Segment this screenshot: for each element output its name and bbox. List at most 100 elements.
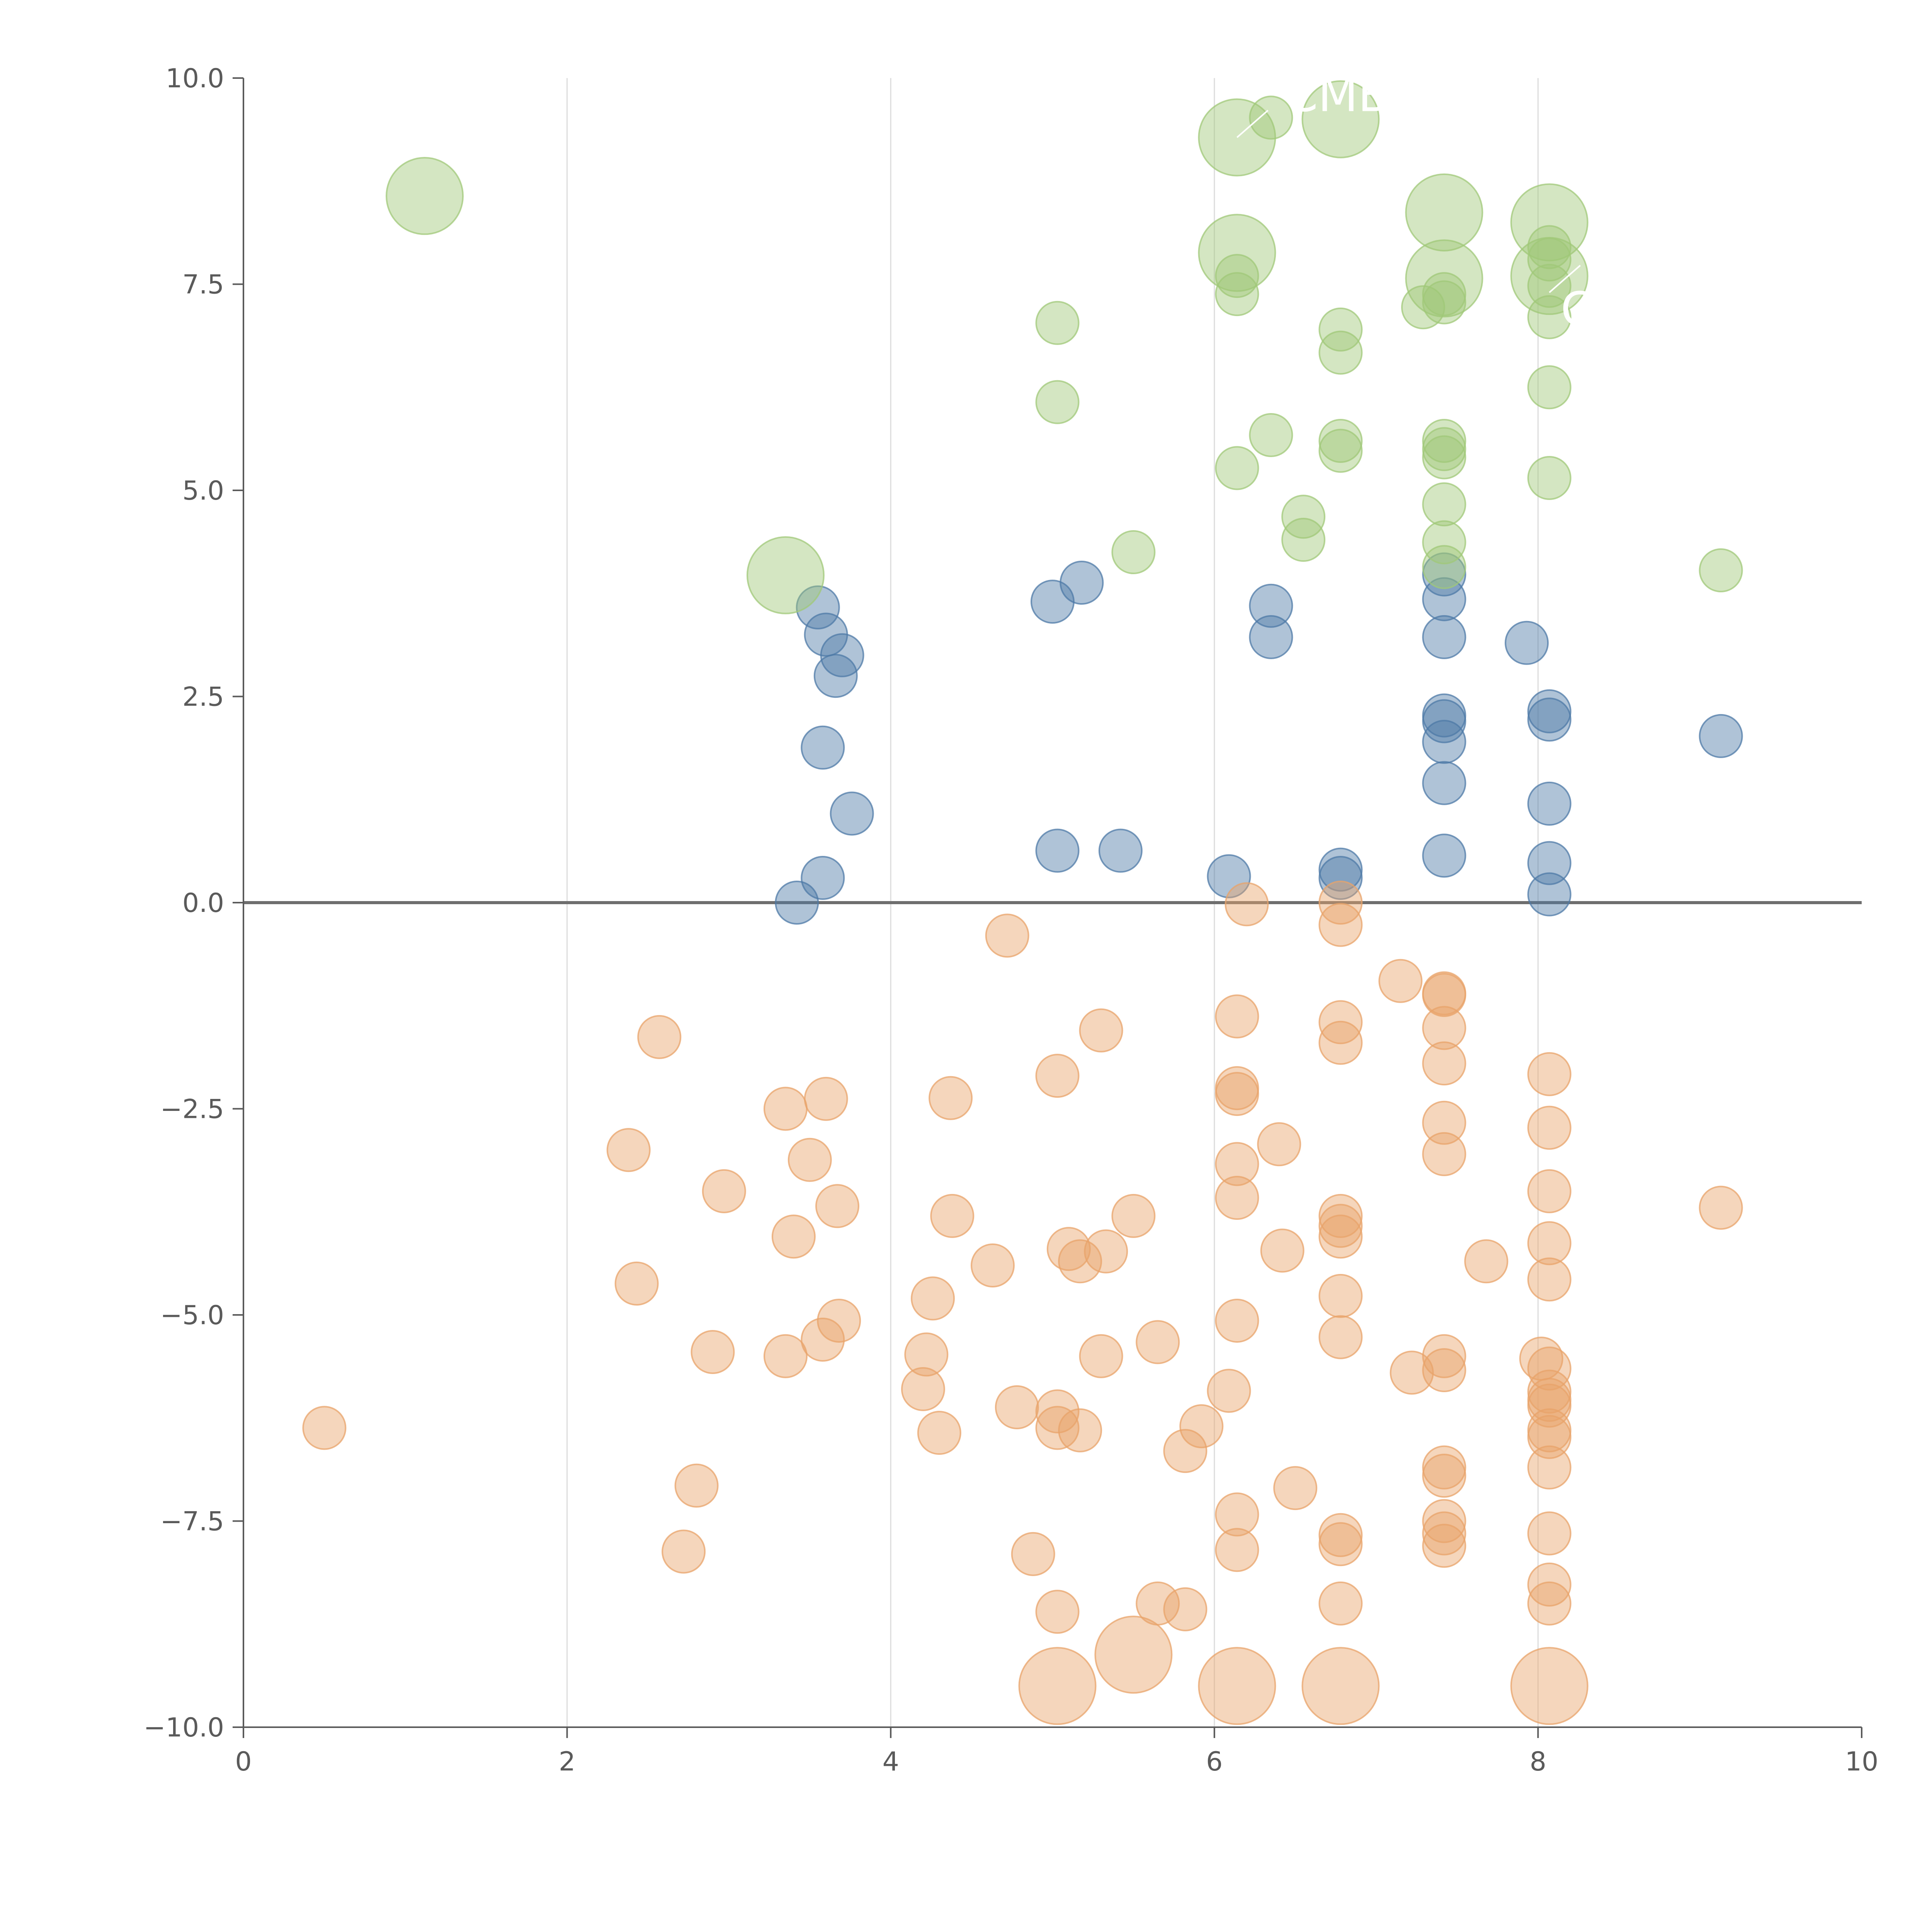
point-series2-52 [1215, 1528, 1259, 1572]
point-series2-54 [1225, 882, 1269, 927]
point-series0-11 [1060, 561, 1104, 605]
point-series2-13 [804, 1077, 848, 1121]
point-series1-33 [1527, 237, 1571, 282]
point-series2-27 [1035, 1389, 1080, 1434]
point-series2-25 [1011, 1532, 1055, 1576]
point-series1-7 [1215, 254, 1259, 298]
point-series2-76 [1422, 1041, 1466, 1086]
point-series1-3 [1035, 380, 1080, 424]
point-series1-38 [1699, 548, 1743, 592]
y-tick-label-7: 7.5 [182, 270, 224, 300]
point-series1-9 [1215, 446, 1259, 490]
point-series1-26 [1422, 435, 1466, 480]
point-series1-34 [1527, 264, 1571, 308]
point-series0-18 [1422, 761, 1466, 805]
point-series1-2 [1035, 301, 1080, 345]
point-series2-63 [1318, 1204, 1363, 1248]
x-tick-label-5: 10 [1845, 1747, 1879, 1777]
point-series2-29 [1035, 1590, 1080, 1634]
point-series0-8 [1035, 828, 1080, 873]
point-series2-9 [763, 1334, 808, 1378]
point-series2-67 [1318, 1513, 1363, 1557]
point-series2-98 [1527, 1415, 1571, 1459]
point-series1-6 [1198, 214, 1276, 292]
point-series2-8 [763, 1087, 808, 1131]
point-series0-16 [1318, 847, 1363, 892]
point-series1-17 [1318, 418, 1363, 463]
y-tick-label-8: 10.0 [166, 63, 224, 94]
point-series2-34 [1079, 1008, 1123, 1053]
point-series2-53 [1198, 1647, 1276, 1725]
point-series0-3 [830, 791, 874, 836]
point-series1-8 [1215, 272, 1259, 316]
point-series2-55 [1257, 1122, 1301, 1167]
point-series2-40 [1136, 1581, 1180, 1626]
point-series1-20 [1405, 173, 1483, 252]
axes-layer: 0 2 4 6 8 10 −10.0 −7.5 −5.0 −2.5 0.0 2.5 5.0 7.5 10.0 [144, 63, 1879, 1777]
point-series1-13 [1281, 518, 1326, 562]
point-series1-16 [1318, 330, 1363, 375]
point-series2-74 [1422, 973, 1466, 1017]
point-series0-21 [1422, 693, 1466, 738]
point-series2-66 [1318, 1315, 1363, 1359]
point-series2-45 [1215, 994, 1259, 1039]
x-tick-label-1: 2 [559, 1747, 575, 1777]
y-tick-label-6: 5.0 [182, 476, 224, 506]
point-series0-31 [1699, 714, 1743, 758]
point-series2-61 [1318, 1020, 1363, 1065]
point-series2-1 [606, 1128, 651, 1172]
point-series2-28 [1035, 1406, 1080, 1450]
point-series1-0 [386, 157, 464, 235]
annotation-label-0: CMB [1286, 68, 1390, 122]
point-series2-6 [690, 1330, 735, 1374]
annotation-label-1: CA [1561, 283, 1625, 337]
point-series2-26 [1035, 1054, 1080, 1098]
annotation-layer: CMB CA [1236, 68, 1625, 337]
point-series2-48 [1215, 1142, 1259, 1186]
point-series2-104 [1699, 1185, 1743, 1230]
point-series2-101 [1527, 1562, 1571, 1607]
point-series2-103 [1510, 1647, 1588, 1725]
annotation-leader-1 [1549, 265, 1581, 293]
point-series1-23 [1422, 280, 1466, 325]
point-series2-100 [1527, 1511, 1571, 1556]
point-series2-82 [1422, 1454, 1466, 1498]
point-series2-72 [1389, 1350, 1434, 1395]
y-tick-label-3: −2.5 [160, 1094, 224, 1125]
point-series2-75 [1422, 1006, 1466, 1050]
point-series2-92 [1527, 1257, 1571, 1302]
y-tick-label-5: 2.5 [182, 682, 224, 713]
point-series2-49 [1215, 1175, 1259, 1220]
point-series2-23 [985, 913, 1029, 958]
point-series1-37 [1527, 456, 1571, 500]
y-tick-label-2: −5.0 [160, 1300, 224, 1331]
point-series0-13 [1249, 615, 1293, 659]
point-series0-30 [1527, 689, 1571, 733]
point-series1-12 [1281, 495, 1326, 539]
point-series2-33 [1058, 1408, 1102, 1452]
point-series2-59 [1318, 903, 1363, 947]
point-series2-47 [1215, 1072, 1259, 1116]
x-tick-label-0: 0 [235, 1747, 252, 1777]
point-series2-84 [1422, 1511, 1466, 1556]
point-series2-2 [614, 1261, 659, 1306]
y-tick-label-0: −10.0 [144, 1713, 224, 1743]
point-series2-85 [1422, 1524, 1466, 1568]
point-series2-93 [1527, 1346, 1571, 1391]
point-series1-14 [1301, 80, 1380, 158]
point-series2-38 [1094, 1616, 1173, 1694]
point-series2-22 [971, 1243, 1015, 1287]
x-tick-label-3: 6 [1206, 1747, 1223, 1777]
point-series2-18 [911, 1276, 955, 1321]
point-series2-86 [1464, 1239, 1509, 1284]
point-series2-35 [1079, 1334, 1123, 1378]
point-series2-0 [302, 1406, 347, 1450]
point-series1-27 [1422, 482, 1466, 527]
point-series2-77 [1422, 1100, 1466, 1145]
point-series2-37 [1111, 1194, 1156, 1238]
point-series2-90 [1527, 1169, 1571, 1213]
point-series2-36 [1084, 1229, 1128, 1274]
point-series1-10 [1249, 95, 1293, 140]
point-series1-4 [1111, 530, 1156, 575]
